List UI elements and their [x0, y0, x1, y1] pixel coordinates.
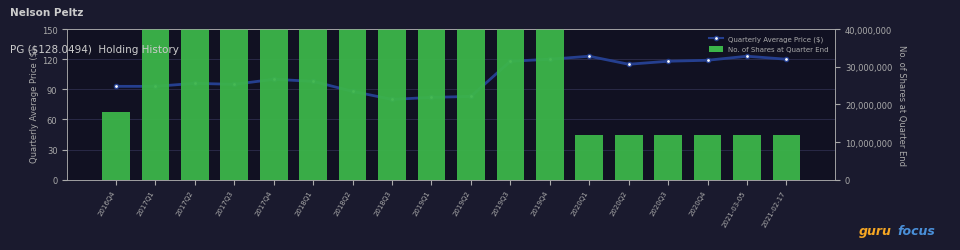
Bar — [773, 135, 801, 180]
Bar — [655, 135, 682, 180]
Bar — [496, 0, 524, 180]
Bar — [418, 0, 445, 180]
Bar — [457, 0, 485, 180]
Bar — [260, 0, 287, 180]
Bar — [575, 135, 603, 180]
Text: focus: focus — [898, 224, 935, 237]
Bar — [378, 0, 406, 180]
Bar — [141, 0, 169, 180]
Text: guru: guru — [859, 224, 892, 237]
Bar — [221, 0, 248, 180]
Y-axis label: No. of Shares at Quarter End: No. of Shares at Quarter End — [898, 45, 906, 165]
Text: Nelson Peltz: Nelson Peltz — [10, 8, 83, 18]
Bar — [102, 112, 130, 180]
Bar — [181, 0, 208, 180]
Bar — [536, 0, 564, 180]
Legend: Quarterly Average Price ($), No. of Shares at Quarter End: Quarterly Average Price ($), No. of Shar… — [707, 34, 831, 56]
Bar — [615, 135, 642, 180]
Y-axis label: Quarterly Average Price ($): Quarterly Average Price ($) — [30, 48, 39, 162]
Bar — [694, 135, 721, 180]
Bar — [733, 135, 761, 180]
Bar — [339, 0, 367, 180]
Bar — [300, 0, 327, 180]
Text: PG ($128.0494)  Holding History: PG ($128.0494) Holding History — [10, 45, 179, 55]
